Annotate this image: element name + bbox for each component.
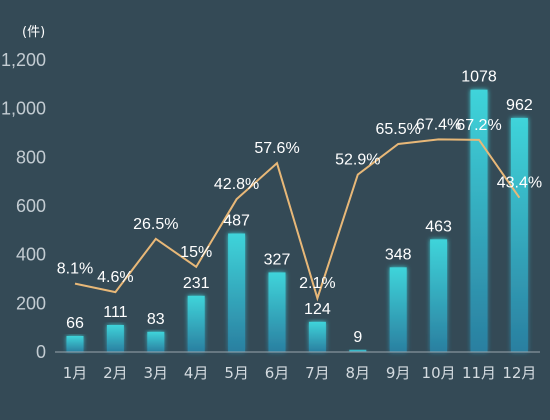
y-tick-label: 400 [16,245,46,265]
bar-value-label: 83 [147,311,165,328]
bar-value-label: 231 [183,275,210,292]
bar [106,324,124,352]
y-axis-unit: (件) [22,25,45,40]
x-axis-ticks: 1月 2月 3月 4月 5月 6月 7月 8月 9月 10月 11月 12月 [63,364,537,382]
y-tick-label: 800 [16,147,46,167]
bar [268,272,286,352]
bar [470,89,488,352]
rate-value-label: 52.9% [335,152,380,169]
x-tick-label: 2月 [103,364,128,382]
x-tick-label: 6月 [265,364,290,382]
rate-value-label: 67.2% [456,117,501,134]
x-tick-label: 9月 [386,364,411,382]
rate-value-label: 2.1% [299,275,335,292]
bar-value-label: 111 [103,304,127,321]
bar [308,321,326,352]
rate-line [74,138,521,302]
y-tick-label: 600 [16,196,46,216]
x-tick-label: 10月 [422,364,456,382]
bar-value-label: 463 [425,218,452,235]
x-tick-label: 1月 [63,364,88,382]
rate-value-label: 67.4% [416,116,461,133]
y-axis-ticks: 0 200 400 600 800 1,000 1,200 [1,50,46,362]
bar-value-label: 962 [506,97,533,114]
x-tick-label: 12月 [502,364,536,382]
bar [66,335,84,352]
bar [187,295,205,352]
rate-value-label: 57.6% [254,140,299,157]
bar [510,117,528,352]
bar [228,233,246,352]
x-tick-label: 5月 [224,364,249,382]
bar-series [66,89,528,352]
x-tick-label: 8月 [346,364,371,382]
rate-value-label: 4.6% [97,269,133,286]
bar-value-labels: 66 111 83 231 487 327 124 9 348 463 1078 962 [66,69,533,346]
bar-value-label: 348 [385,246,412,263]
rate-value-labels: 8.1%4.6% 26.5%15% 42.8% 57.6% 2.1% 52.9% 65.5%… [57,116,542,292]
bar [349,349,367,352]
bar-value-label: 327 [264,251,291,268]
rate-value-label: 65.5% [376,121,421,138]
x-tick-label: 3月 [144,364,169,382]
y-tick-label: 1,000 [1,99,46,119]
rate-value-label: 15% [180,244,212,261]
bar [430,239,448,352]
x-tick-label: 7月 [305,364,330,382]
bar-value-label: 9 [353,329,362,346]
rate-value-label: 42.8% [214,176,259,193]
y-tick-label: 200 [16,293,46,313]
rate-value-label: 43.4% [497,175,542,192]
rate-value-label: 26.5% [133,216,178,233]
y-tick-label: 1,200 [1,50,46,70]
bar-value-label: 66 [66,315,84,332]
bar-value-label: 124 [304,301,331,318]
bar-value-label: 1078 [461,69,497,86]
x-tick-label: 11月 [462,364,496,382]
bar [389,267,407,352]
x-tick-label: 4月 [184,364,209,382]
bar [147,331,165,352]
y-tick-label: 0 [36,342,46,362]
rate-value-label: 8.1% [57,261,93,278]
bar-value-label: 487 [223,212,250,229]
